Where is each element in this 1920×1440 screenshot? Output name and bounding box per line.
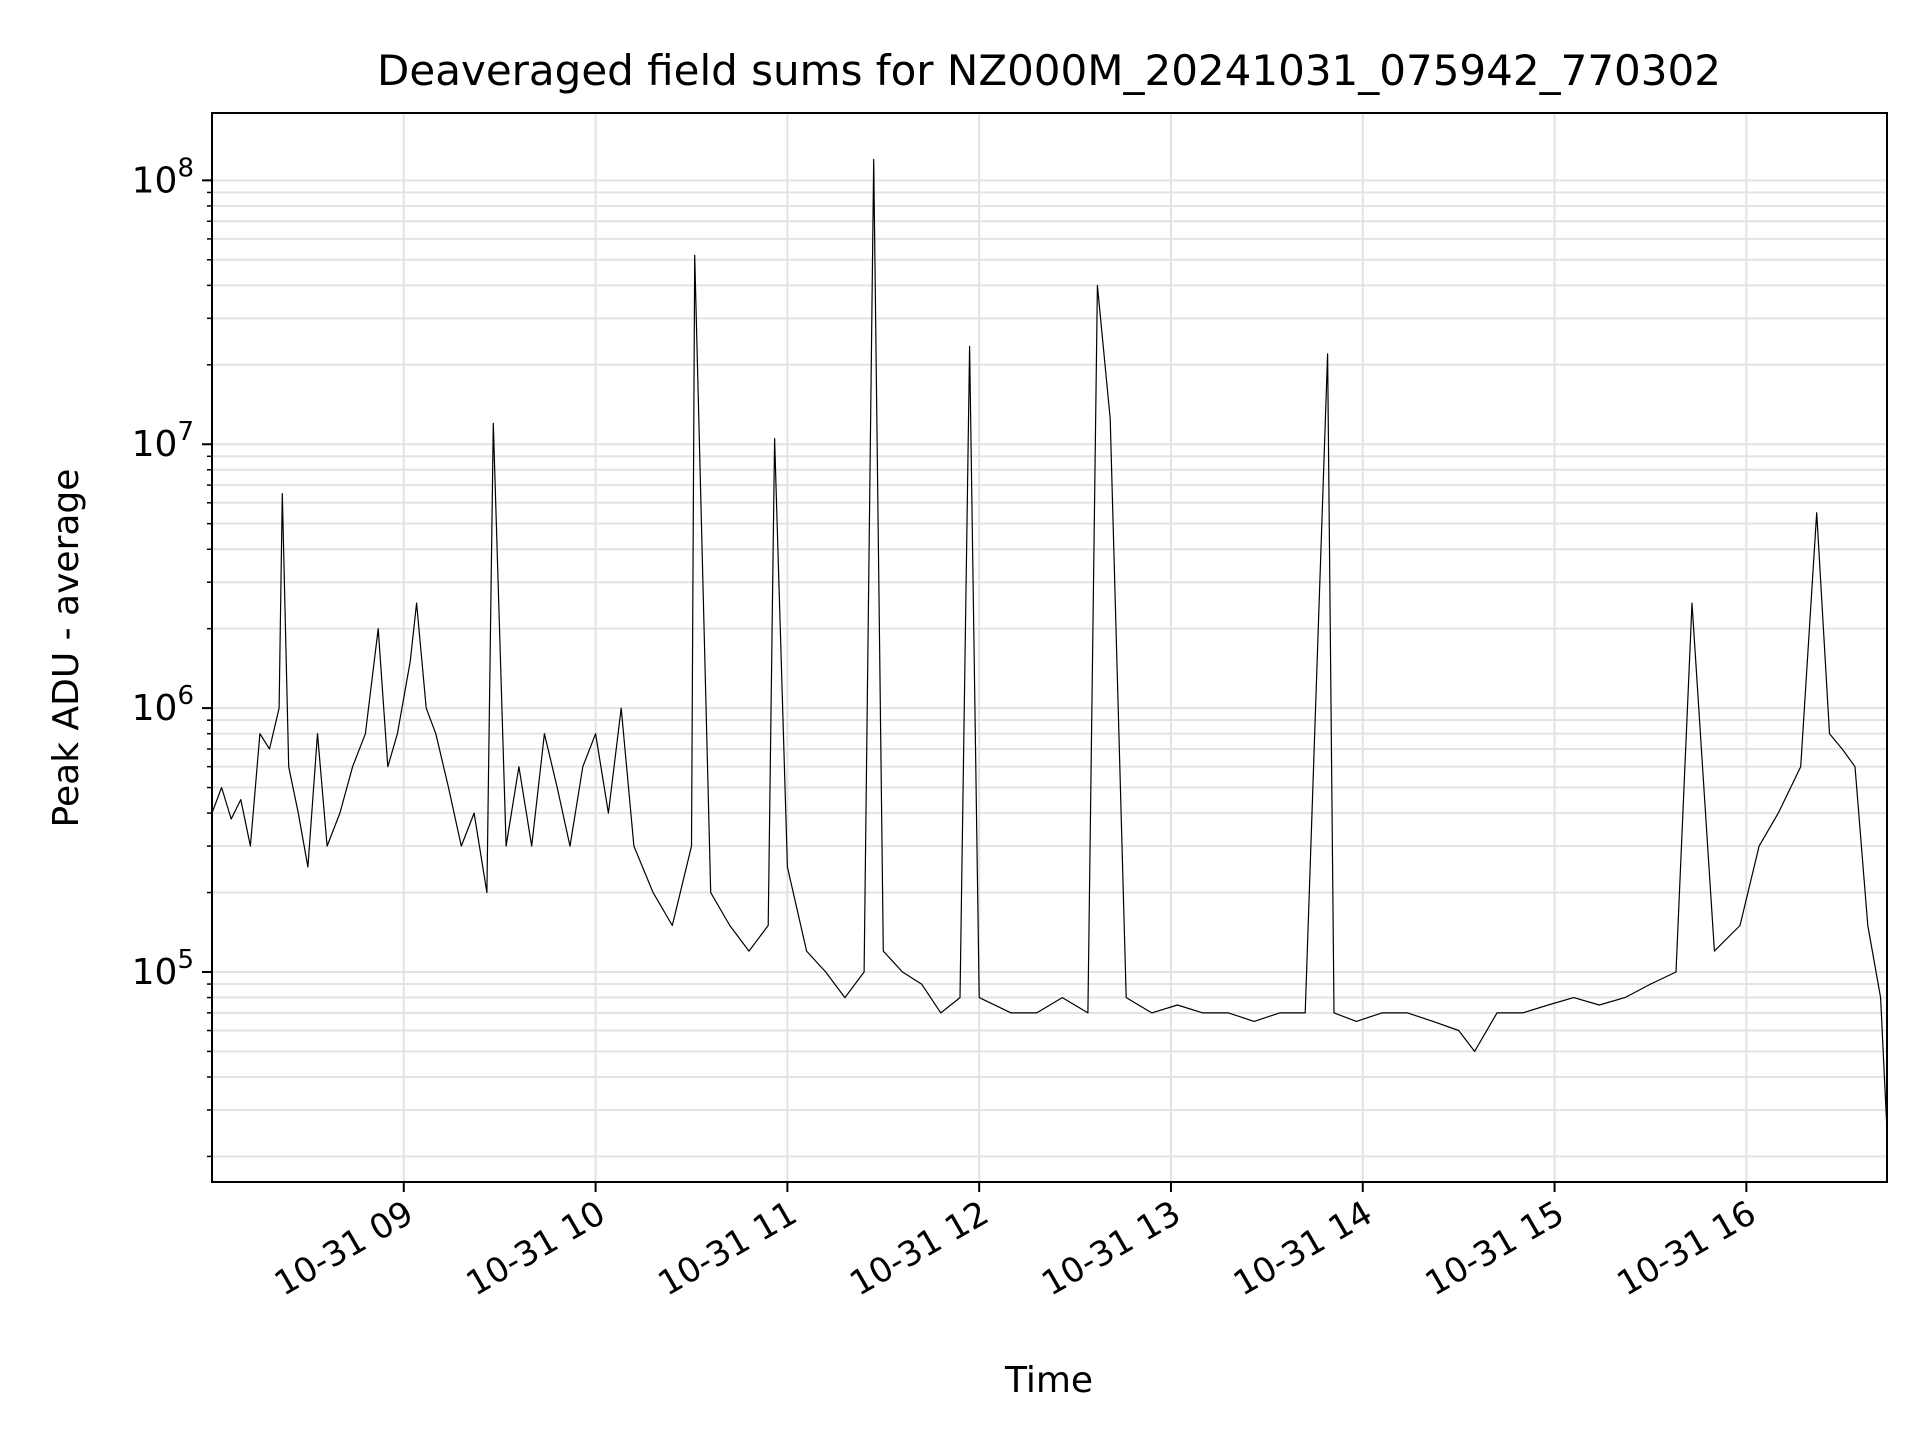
y-tick-label: 106 [132,681,194,729]
y-tick-base: 10 [132,688,178,729]
chart-title: Deaveraged field sums for NZ000M_2024103… [377,46,1721,95]
plot-frame [211,112,1888,1183]
x-axis-label: Time [1004,1360,1093,1401]
y-tick-exponent: 7 [177,417,194,447]
y-axis-label: Peak ADU - average [46,469,87,828]
grid [212,113,1887,1182]
y-tick-exponent: 8 [177,153,194,183]
y-tick-base: 10 [132,424,178,465]
y-tick-label: 105 [132,945,194,993]
data-line [211,158,1888,1131]
y-tick-exponent: 5 [177,945,194,975]
y-tick-label: 108 [132,153,194,201]
y-tick-base: 10 [132,160,178,201]
y-tick-label: 107 [132,417,194,465]
y-tick-exponent: 6 [177,681,194,711]
y-tick-base: 10 [132,952,178,993]
